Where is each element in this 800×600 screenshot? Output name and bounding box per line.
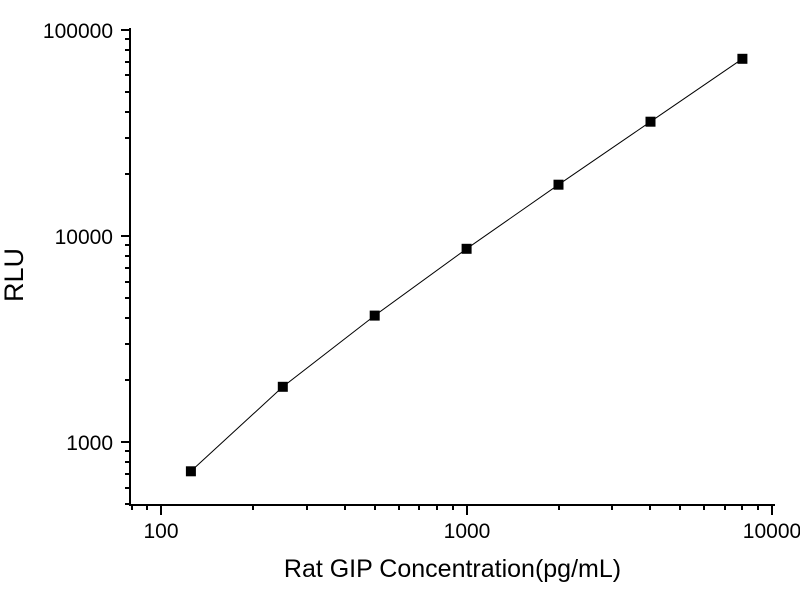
y-tick-label: 10000 [55,226,113,249]
data-point-marker [645,116,656,127]
data-point-marker [277,381,288,392]
x-tick-label: 1000 [444,520,491,543]
y-tick-label: 100000 [43,20,113,43]
y-axis-title: RLU [0,248,29,303]
curve-line [190,58,743,472]
x-axis-title: Rat GIP Concentration(pg/mL) [283,555,622,583]
data-point-marker [553,179,564,190]
data-point-marker [185,466,196,477]
y-tick-label: 1000 [66,432,113,455]
data-point-marker [737,53,748,64]
x-tick-label: 100 [143,520,178,543]
data-point-marker [369,310,380,321]
x-tick-label: 10000 [743,520,800,543]
data-point-marker [461,243,472,254]
